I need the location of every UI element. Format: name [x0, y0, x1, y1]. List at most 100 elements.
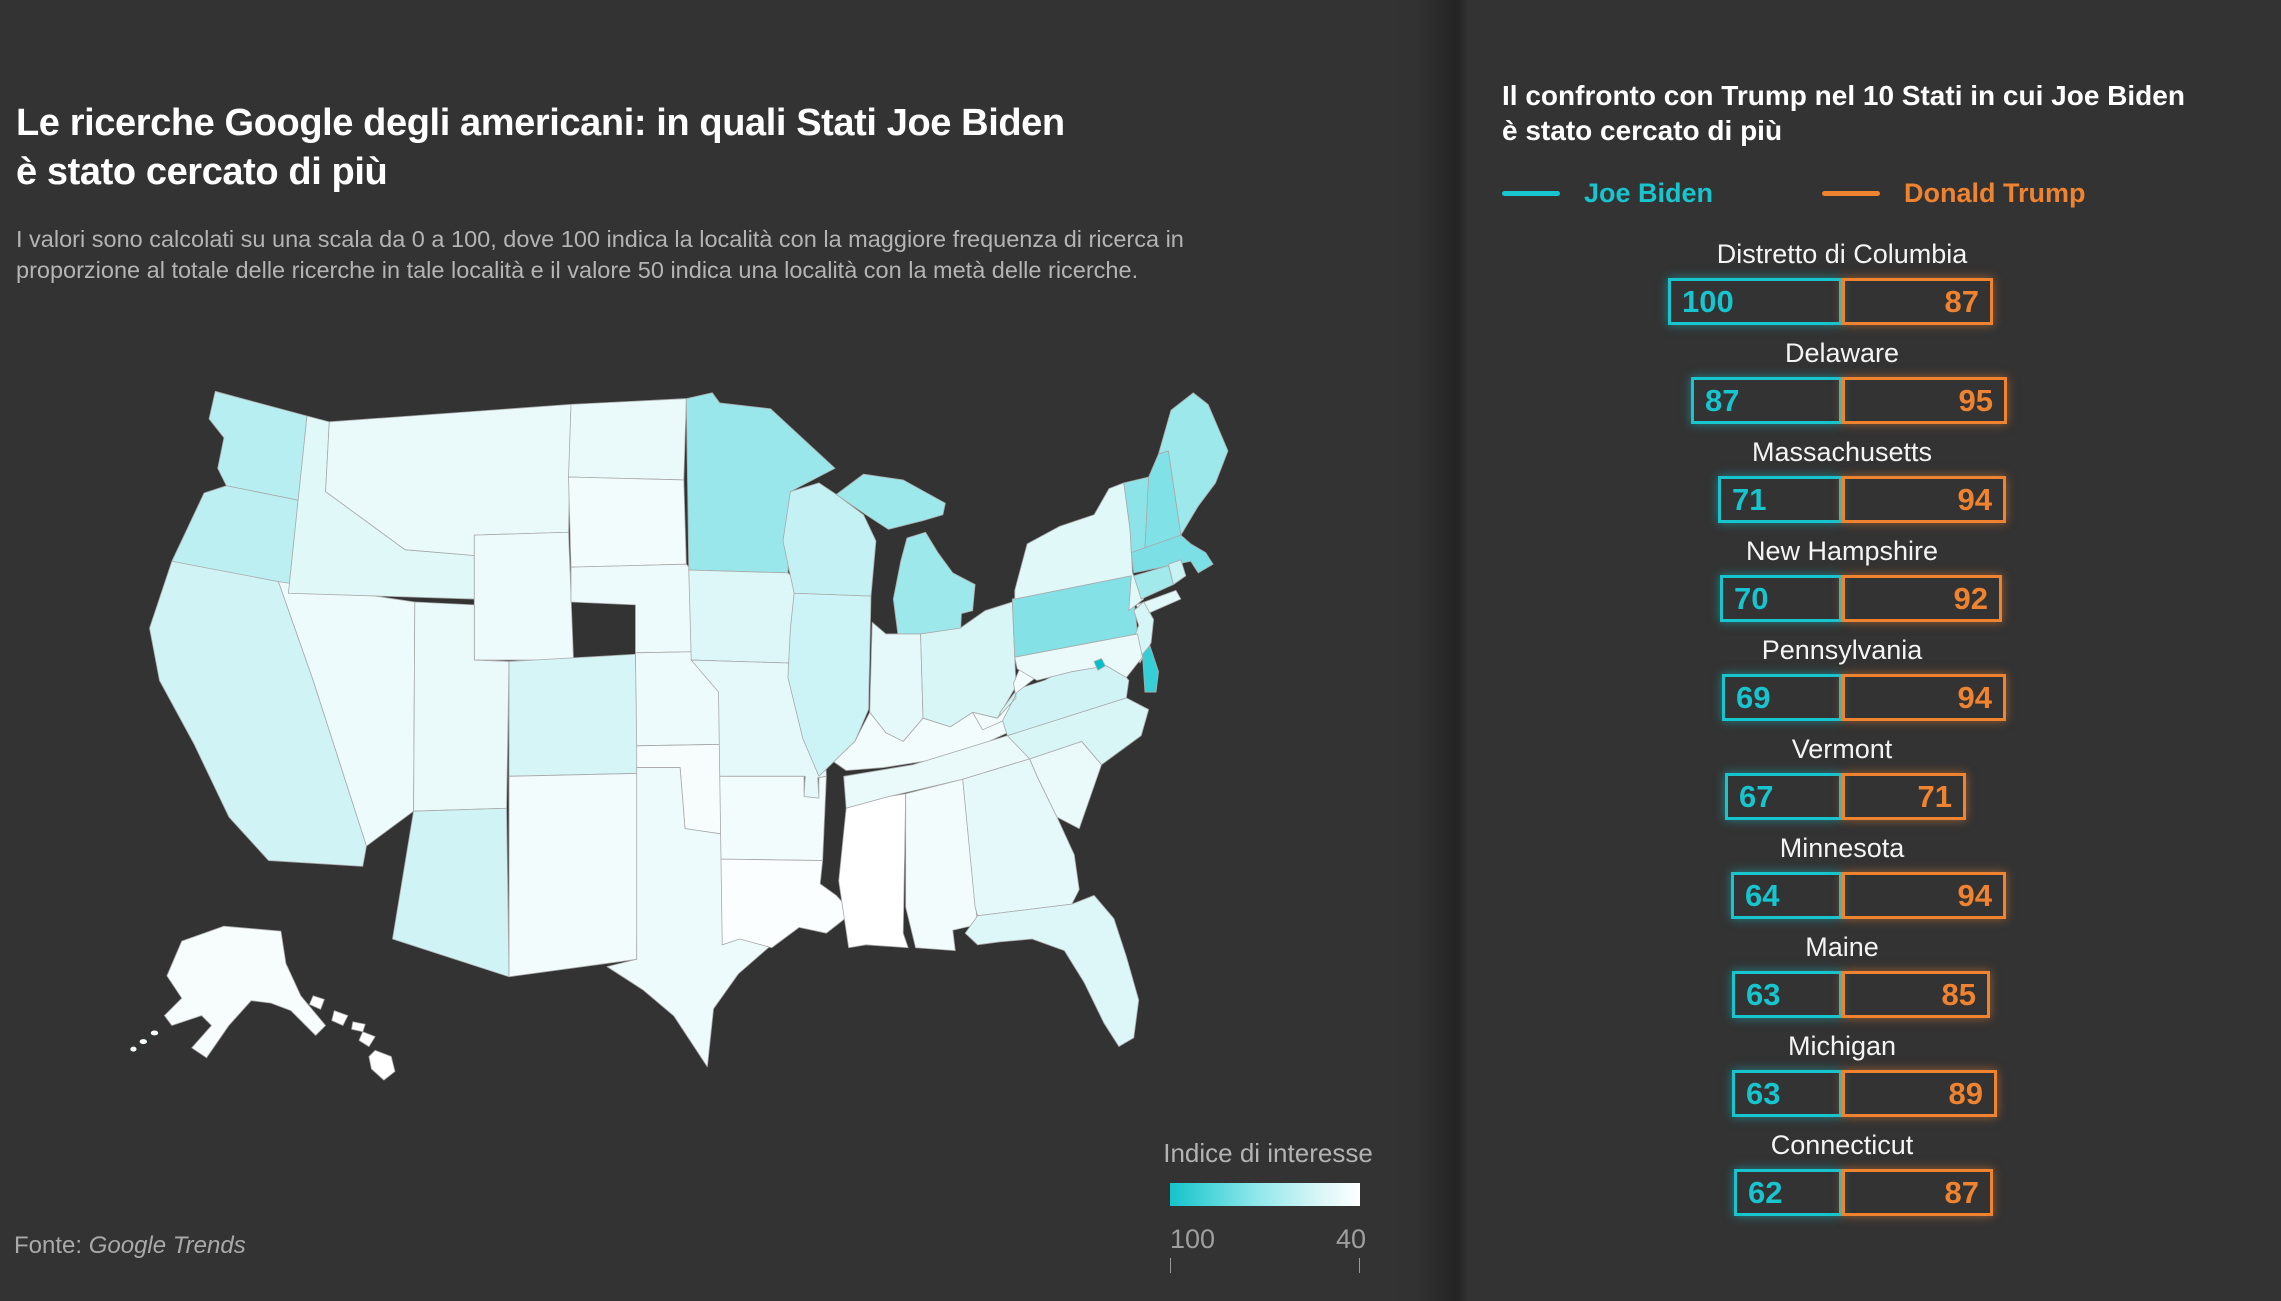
map-state-nevada [278, 582, 414, 846]
biden-bar: 63 [1732, 971, 1842, 1018]
comparison-state-label: Massachusetts [1751, 437, 1933, 467]
trump-value: 94 [1957, 481, 1992, 517]
comparison-bar-row: 87 95 [1470, 377, 2281, 424]
biden-bar: 62 [1734, 1169, 1842, 1216]
legend-item-joe-biden: Joe Biden [1502, 178, 1713, 209]
map-state-alaska [164, 926, 325, 1058]
map-state-north-carolina [1007, 698, 1148, 765]
map-state-new-mexico [509, 773, 638, 976]
biden-line-swatch [1502, 191, 1560, 196]
map-state-wyoming [474, 532, 573, 660]
map-aleutian-island [139, 1039, 148, 1045]
map-aleutian-island [130, 1046, 137, 1052]
map-state-maryland [1015, 634, 1143, 680]
biden-bar: 64 [1731, 872, 1842, 919]
legend-item-donald-trump: Donald Trump [1822, 178, 2086, 209]
state-comparison-row: Vermont 67 71 [1470, 733, 2281, 832]
state-comparison-row: New Hampshire 70 92 [1470, 535, 2281, 634]
biden-bar: 69 [1722, 674, 1842, 721]
map-legend-tick-min [1359, 1258, 1360, 1273]
biden-value: 71 [1732, 481, 1767, 517]
map-legend-min-label: 40 [1335, 1224, 1366, 1254]
trump-bar: 89 [1842, 1070, 1997, 1117]
source-attribution: Fonte: Google Trends [14, 1232, 246, 1260]
map-aleutian-island [150, 1030, 159, 1036]
biden-bar: 71 [1718, 476, 1842, 523]
map-legend-tick-max [1170, 1258, 1171, 1273]
state-comparison-row: Pennsylvania 69 94 [1470, 634, 2281, 733]
map-state-washington [209, 391, 307, 500]
map-legend-gradient-bar [1170, 1183, 1360, 1206]
comparison-bar-row: 70 92 [1470, 575, 2281, 622]
map-state-mississippi [839, 794, 908, 948]
trump-line-swatch [1822, 191, 1880, 196]
comparison-bar-row: 63 89 [1470, 1070, 2281, 1117]
state-comparison-bars: Distretto di Columbia 100 87 Delaware 87 95 Ma… [1470, 238, 2281, 1228]
comparison-panel: Il confronto con Trump nel 10 Stati in c… [1470, 0, 2281, 1301]
state-comparison-row: Massachusetts 71 94 [1470, 436, 2281, 535]
trump-value: 87 [1944, 1174, 1979, 1210]
trump-bar: 85 [1842, 971, 1990, 1018]
state-comparison-row: Minnesota 64 94 [1470, 832, 2281, 931]
trump-value: 71 [1917, 778, 1952, 814]
map-state-iowa [689, 570, 807, 663]
comparison-bar-row: 67 71 [1470, 773, 2281, 820]
map-state-illinois [788, 593, 871, 776]
trump-bar: 87 [1842, 278, 1993, 325]
map-state-arizona [393, 808, 510, 977]
comparison-bar-row: 62 87 [1470, 1169, 2281, 1216]
biden-bar: 70 [1720, 575, 1842, 622]
page-title-line1: Le ricerche Google degli americani: in q… [16, 102, 1065, 145]
panel-title-line1: Il confronto con Trump nel 10 Stati in c… [1502, 80, 2185, 111]
map-state-district-of-columbia [1094, 659, 1105, 671]
biden-value: 67 [1739, 778, 1774, 814]
biden-value: 62 [1748, 1174, 1783, 1210]
map-state-michigan [836, 474, 975, 637]
page-title: Le ricerche Google degli americani: in q… [16, 99, 1346, 197]
page-title-line2: è stato cercato di più [16, 151, 388, 194]
comparison-bar-row: 100 87 [1470, 278, 2281, 325]
column-divider-shadow [1380, 0, 1468, 1301]
panel-title: Il confronto con Trump nel 10 Stati in c… [1502, 78, 2242, 148]
trump-bar: 94 [1842, 476, 2006, 523]
map-state-louisiana [721, 859, 852, 948]
state-comparison-row: Maine 63 85 [1470, 931, 2281, 1030]
biden-value: 69 [1736, 679, 1771, 715]
biden-bar: 63 [1732, 1070, 1842, 1117]
state-comparison-row: Delaware 87 95 [1470, 337, 2281, 436]
comparison-state-label: Minnesota [1779, 833, 1905, 863]
map-legend-title: Indice di interesse [1163, 1138, 1373, 1168]
state-comparison-row: Distretto di Columbia 100 87 [1470, 238, 2281, 337]
map-state-hawaii [309, 996, 395, 1080]
trump-bar: 71 [1842, 773, 1966, 820]
comparison-state-label: Michigan [1787, 1031, 1897, 1061]
biden-value: 64 [1745, 877, 1780, 913]
biden-bar: 87 [1691, 377, 1842, 424]
trump-bar: 92 [1842, 575, 2002, 622]
trump-bar: 94 [1842, 674, 2006, 721]
map-state-delaware [1142, 646, 1158, 692]
comparison-state-label: Connecticut [1770, 1130, 1914, 1160]
biden-value: 63 [1746, 1075, 1781, 1111]
comparison-state-label: Vermont [1791, 734, 1893, 764]
biden-value: 63 [1746, 976, 1781, 1012]
trump-bar: 87 [1842, 1169, 1993, 1216]
state-comparison-row: Michigan 63 89 [1470, 1030, 2281, 1129]
comparison-state-label: Maine [1805, 932, 1879, 962]
trump-bar: 95 [1842, 377, 2007, 424]
comparison-bar-row: 63 85 [1470, 971, 2281, 1018]
map-state-north-dakota [569, 399, 687, 480]
source-name: Google Trends [88, 1232, 246, 1259]
map-state-maine [1159, 393, 1228, 535]
map-state-rhode-island [1168, 560, 1185, 585]
legend-label-joe-biden: Joe Biden [1584, 178, 1714, 208]
map-color-legend: Indice di interesse 100 40 [1163, 1138, 1373, 1273]
state-comparison-row: Connecticut 62 87 [1470, 1129, 2281, 1228]
map-state-wisconsin [783, 483, 876, 596]
page-subtitle: I valori sono calcolati su una scala da … [16, 225, 1184, 283]
map-state-colorado [509, 654, 638, 776]
comparison-state-label: Pennsylvania [1761, 635, 1923, 665]
comparison-state-label: Distretto di Columbia [1716, 239, 1968, 269]
comparison-state-label: New Hampshire [1745, 536, 1939, 566]
legend-label-donald-trump: Donald Trump [1904, 178, 2086, 208]
